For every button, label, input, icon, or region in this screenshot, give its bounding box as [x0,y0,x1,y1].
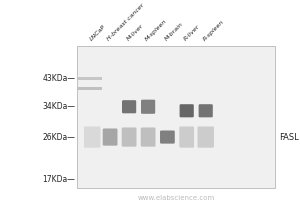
Bar [76,46,275,188]
Text: 26KDa—: 26KDa— [42,133,75,142]
FancyBboxPatch shape [141,100,155,114]
Bar [76,77,102,80]
FancyBboxPatch shape [179,126,194,148]
Text: M-liver: M-liver [126,23,144,42]
FancyBboxPatch shape [122,127,136,147]
FancyBboxPatch shape [141,127,155,147]
FancyBboxPatch shape [199,104,213,117]
Text: FASL: FASL [280,133,299,142]
FancyBboxPatch shape [180,104,194,117]
Text: LNCaP: LNCaP [89,24,106,42]
Text: H-breast cancer: H-breast cancer [106,3,146,42]
FancyBboxPatch shape [122,100,136,113]
Text: M-brain: M-brain [164,22,184,42]
FancyBboxPatch shape [160,131,175,144]
Bar [76,87,102,90]
FancyBboxPatch shape [103,129,118,146]
FancyBboxPatch shape [197,126,214,148]
Text: M-spleen: M-spleen [145,18,168,42]
Text: 34KDa—: 34KDa— [42,102,75,111]
Text: www.elabscience.com: www.elabscience.com [137,195,214,201]
Text: R-spleen: R-spleen [202,19,225,42]
Text: 43KDa—: 43KDa— [42,74,75,83]
Text: R-liver: R-liver [183,24,201,42]
Text: 17KDa—: 17KDa— [42,175,75,184]
FancyBboxPatch shape [84,126,101,148]
